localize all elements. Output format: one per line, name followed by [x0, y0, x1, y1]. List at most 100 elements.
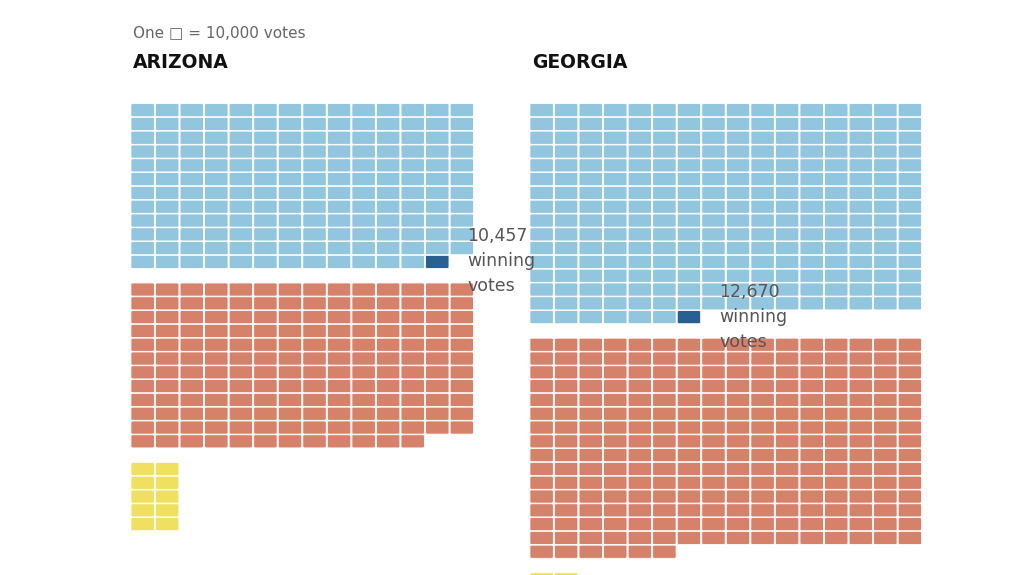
- FancyBboxPatch shape: [131, 297, 154, 310]
- FancyBboxPatch shape: [726, 448, 750, 462]
- FancyBboxPatch shape: [751, 269, 774, 282]
- FancyBboxPatch shape: [401, 117, 425, 131]
- FancyBboxPatch shape: [376, 338, 400, 351]
- FancyBboxPatch shape: [579, 255, 603, 269]
- FancyBboxPatch shape: [450, 117, 474, 131]
- FancyBboxPatch shape: [604, 283, 627, 296]
- FancyBboxPatch shape: [278, 297, 302, 310]
- FancyBboxPatch shape: [352, 186, 375, 200]
- FancyBboxPatch shape: [376, 283, 400, 296]
- FancyBboxPatch shape: [155, 186, 179, 200]
- FancyBboxPatch shape: [327, 421, 351, 434]
- FancyBboxPatch shape: [800, 352, 824, 365]
- FancyBboxPatch shape: [278, 283, 302, 296]
- FancyBboxPatch shape: [898, 490, 922, 503]
- FancyBboxPatch shape: [426, 393, 449, 407]
- FancyBboxPatch shape: [579, 393, 603, 407]
- FancyBboxPatch shape: [180, 352, 204, 365]
- FancyBboxPatch shape: [775, 104, 799, 117]
- FancyBboxPatch shape: [426, 352, 449, 365]
- FancyBboxPatch shape: [825, 448, 848, 462]
- FancyBboxPatch shape: [726, 145, 750, 158]
- FancyBboxPatch shape: [800, 283, 824, 296]
- FancyBboxPatch shape: [849, 504, 873, 517]
- FancyBboxPatch shape: [254, 380, 277, 393]
- FancyBboxPatch shape: [426, 407, 449, 420]
- FancyBboxPatch shape: [628, 490, 652, 503]
- FancyBboxPatch shape: [726, 338, 750, 351]
- FancyBboxPatch shape: [554, 448, 578, 462]
- FancyBboxPatch shape: [450, 297, 474, 310]
- FancyBboxPatch shape: [278, 186, 302, 200]
- FancyBboxPatch shape: [131, 214, 154, 227]
- FancyBboxPatch shape: [702, 159, 725, 172]
- FancyBboxPatch shape: [726, 200, 750, 213]
- FancyBboxPatch shape: [849, 283, 873, 296]
- FancyBboxPatch shape: [554, 283, 578, 296]
- FancyBboxPatch shape: [874, 117, 897, 131]
- FancyBboxPatch shape: [530, 531, 553, 545]
- FancyBboxPatch shape: [604, 504, 627, 517]
- FancyBboxPatch shape: [205, 407, 228, 420]
- FancyBboxPatch shape: [401, 338, 425, 351]
- FancyBboxPatch shape: [726, 214, 750, 227]
- FancyBboxPatch shape: [180, 200, 204, 213]
- FancyBboxPatch shape: [775, 338, 799, 351]
- FancyBboxPatch shape: [530, 145, 553, 158]
- FancyBboxPatch shape: [849, 380, 873, 393]
- FancyBboxPatch shape: [604, 269, 627, 282]
- FancyBboxPatch shape: [376, 242, 400, 255]
- FancyBboxPatch shape: [254, 172, 277, 186]
- FancyBboxPatch shape: [426, 104, 449, 117]
- FancyBboxPatch shape: [229, 200, 253, 213]
- FancyBboxPatch shape: [579, 200, 603, 213]
- FancyBboxPatch shape: [327, 435, 351, 448]
- FancyBboxPatch shape: [303, 145, 326, 158]
- FancyBboxPatch shape: [426, 172, 449, 186]
- FancyBboxPatch shape: [530, 380, 553, 393]
- FancyBboxPatch shape: [352, 393, 375, 407]
- FancyBboxPatch shape: [775, 476, 799, 489]
- FancyBboxPatch shape: [579, 269, 603, 282]
- FancyBboxPatch shape: [898, 504, 922, 517]
- FancyBboxPatch shape: [628, 448, 652, 462]
- FancyBboxPatch shape: [775, 297, 799, 310]
- FancyBboxPatch shape: [327, 297, 351, 310]
- FancyBboxPatch shape: [229, 421, 253, 434]
- FancyBboxPatch shape: [702, 131, 725, 144]
- FancyBboxPatch shape: [205, 117, 228, 131]
- FancyBboxPatch shape: [604, 310, 627, 324]
- FancyBboxPatch shape: [352, 324, 375, 338]
- FancyBboxPatch shape: [278, 393, 302, 407]
- FancyBboxPatch shape: [874, 214, 897, 227]
- FancyBboxPatch shape: [604, 476, 627, 489]
- FancyBboxPatch shape: [898, 117, 922, 131]
- FancyBboxPatch shape: [653, 172, 676, 186]
- FancyBboxPatch shape: [604, 518, 627, 531]
- FancyBboxPatch shape: [628, 504, 652, 517]
- FancyBboxPatch shape: [530, 172, 553, 186]
- FancyBboxPatch shape: [303, 435, 326, 448]
- FancyBboxPatch shape: [775, 462, 799, 476]
- FancyBboxPatch shape: [205, 421, 228, 434]
- FancyBboxPatch shape: [229, 407, 253, 420]
- FancyBboxPatch shape: [825, 407, 848, 420]
- FancyBboxPatch shape: [303, 310, 326, 324]
- FancyBboxPatch shape: [579, 310, 603, 324]
- FancyBboxPatch shape: [849, 214, 873, 227]
- FancyBboxPatch shape: [401, 283, 425, 296]
- FancyBboxPatch shape: [376, 255, 400, 269]
- FancyBboxPatch shape: [628, 200, 652, 213]
- FancyBboxPatch shape: [579, 462, 603, 476]
- FancyBboxPatch shape: [874, 435, 897, 448]
- FancyBboxPatch shape: [775, 366, 799, 379]
- FancyBboxPatch shape: [327, 366, 351, 379]
- FancyBboxPatch shape: [229, 324, 253, 338]
- FancyBboxPatch shape: [579, 186, 603, 200]
- FancyBboxPatch shape: [898, 421, 922, 434]
- FancyBboxPatch shape: [155, 338, 179, 351]
- FancyBboxPatch shape: [278, 117, 302, 131]
- FancyBboxPatch shape: [800, 435, 824, 448]
- FancyBboxPatch shape: [677, 448, 701, 462]
- FancyBboxPatch shape: [874, 518, 897, 531]
